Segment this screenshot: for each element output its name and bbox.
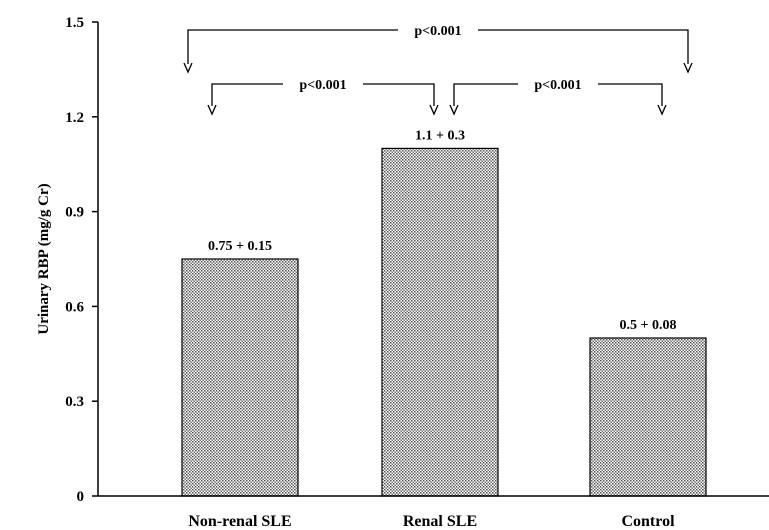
y-tick-label: 0.3	[65, 394, 84, 410]
y-tick-label: 1.5	[65, 15, 84, 31]
arrowhead	[683, 62, 693, 74]
significance-label: p<0.001	[414, 24, 461, 39]
bar-data-label: 0.5 + 0.08	[620, 318, 677, 333]
y-axis-ticks: 0 0.3 0.6 0.9 1.2 1.5	[65, 15, 98, 505]
y-tick-label: 1.2	[65, 110, 84, 126]
arrowhead	[449, 104, 459, 116]
arrowhead	[429, 104, 439, 116]
y-tick-label: 0.9	[65, 205, 84, 221]
bar-data-label: 0.75 + 0.15	[208, 239, 272, 254]
significance-brackets: p<0.001 p<0.001 p<0.001	[183, 24, 693, 116]
significance-bracket: p<0.001	[183, 24, 693, 74]
x-category-label: Renal SLE	[403, 513, 477, 530]
x-axis-categories: Non-renal SLE Renal SLE Control	[188, 513, 675, 530]
arrowhead	[183, 62, 193, 74]
y-axis-label: Urinary RBP (mg/g Cr)	[36, 183, 52, 334]
significance-label: p<0.001	[299, 78, 346, 93]
arrowhead	[207, 104, 217, 116]
y-tick-label: 0.6	[65, 299, 84, 315]
significance-bracket: p<0.001	[449, 78, 667, 116]
bar	[181, 258, 299, 497]
bars	[181, 147, 707, 497]
x-category-label: Control	[621, 513, 675, 530]
significance-bracket: p<0.001	[207, 78, 439, 116]
bar	[589, 337, 707, 497]
y-axis-label-group: Urinary RBP (mg/g Cr)	[36, 183, 52, 334]
data-labels: 0.75 + 0.15 1.1 + 0.3 0.5 + 0.08	[208, 128, 676, 333]
bar-data-label: 1.1 + 0.3	[415, 128, 465, 143]
x-category-label: Non-renal SLE	[188, 513, 291, 530]
significance-label: p<0.001	[534, 78, 581, 93]
arrowhead	[657, 104, 667, 116]
y-tick-label: 0	[77, 489, 85, 505]
bar	[381, 147, 499, 497]
